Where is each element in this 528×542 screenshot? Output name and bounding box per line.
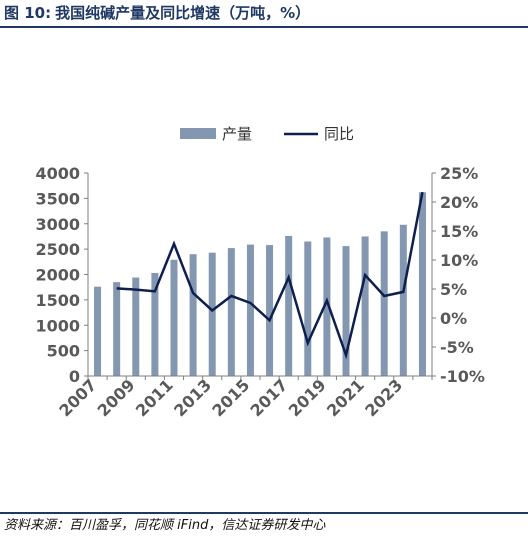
source-divider <box>0 512 528 514</box>
x-tick-label: 2009 <box>94 375 139 420</box>
right-tick-label: 15% <box>440 222 478 241</box>
left-tick-label: 3500 <box>35 189 80 208</box>
figure-title-text: 我国纯碱产量及同比增速（万吨，%） <box>55 4 311 22</box>
right-tick-label: -10% <box>440 367 485 386</box>
right-tick-label: -5% <box>440 338 474 357</box>
x-tick-label: 2023 <box>361 375 406 420</box>
x-tick-label: 2013 <box>170 375 215 420</box>
x-tick-label: 2021 <box>323 375 368 420</box>
bar-2021 <box>361 236 369 376</box>
right-tick-label: 0% <box>440 309 467 328</box>
bar-2011 <box>170 259 178 376</box>
source-note: 资料来源：百川盈孚，同花顺 iFind，信达证券研发中心 <box>4 518 326 533</box>
figure-label: 图 10: <box>4 4 52 22</box>
bar-2016 <box>266 245 274 376</box>
right-tick-label: 20% <box>440 193 478 212</box>
legend-bar-label: 产量 <box>222 125 252 143</box>
bar-2022 <box>380 231 388 376</box>
left-tick-label: 500 <box>47 342 80 361</box>
bar-2007 <box>94 286 102 376</box>
line-series <box>116 191 424 360</box>
x-tick-label: 2011 <box>132 375 177 420</box>
bar-2012 <box>189 254 197 376</box>
left-tick-label: 1500 <box>35 291 80 310</box>
left-tick-label: 0 <box>69 367 80 386</box>
figure-title: 图 10: 我国纯碱产量及同比增速（万吨，%） <box>4 2 524 24</box>
legend-bar-swatch <box>180 128 216 139</box>
legend: 产量 同比 <box>180 125 354 143</box>
bar-2023 <box>399 224 407 376</box>
production-chart: 产量 同比 0 500 1000 1500 2000 2500 3000 3500 4000 -10… <box>35 125 484 420</box>
bar-2020 <box>342 246 350 376</box>
bar-2015 <box>246 244 254 376</box>
x-tick-label: 2015 <box>208 375 253 420</box>
yoy-line <box>116 191 424 360</box>
right-tick-label: 10% <box>440 251 478 270</box>
bar-2019 <box>323 237 331 376</box>
right-tick-label: 5% <box>440 280 467 299</box>
bar-2010 <box>151 272 159 376</box>
right-tick-label: 25% <box>440 164 478 183</box>
bar-2008 <box>113 282 121 376</box>
bar-2018 <box>304 241 312 376</box>
left-tick-label: 2500 <box>35 240 80 259</box>
bar-series <box>94 192 426 376</box>
left-tick-label: 3000 <box>35 215 80 234</box>
bar-2013 <box>208 252 216 376</box>
axes: 0 500 1000 1500 2000 2500 3000 3500 4000 -10% -5% 0… <box>35 164 484 420</box>
x-tick-label: 2019 <box>285 375 330 420</box>
bar-2014 <box>227 248 235 376</box>
left-tick-label: 2000 <box>35 266 80 285</box>
left-tick-label: 1000 <box>35 316 80 335</box>
legend-line-label: 同比 <box>324 125 354 143</box>
bar-2009 <box>132 277 140 376</box>
bar-2024 <box>418 192 426 376</box>
bar-2017 <box>285 235 293 376</box>
x-tick-label: 2017 <box>247 375 292 420</box>
left-tick-label: 4000 <box>35 164 80 183</box>
title-divider <box>0 26 528 28</box>
